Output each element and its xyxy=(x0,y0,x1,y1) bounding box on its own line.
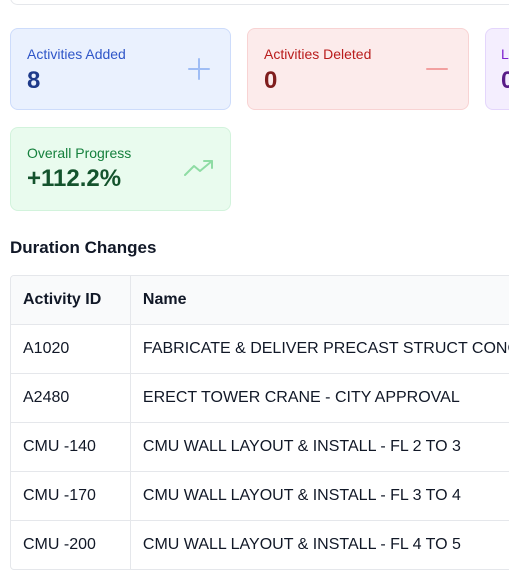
card-label: Activities Added xyxy=(27,46,126,62)
column-header-name[interactable]: Name xyxy=(130,276,509,325)
table-row[interactable]: A1020 FABRICATE & DELIVER PRECAST STRUCT… xyxy=(11,324,509,374)
card-label: L xyxy=(501,46,509,62)
activity-id-cell: CMU -170 xyxy=(11,471,131,521)
table-row[interactable]: CMU -170 CMU WALL LAYOUT & INSTALL - FL … xyxy=(11,471,509,521)
duration-changes-table: Activity ID Name A1020 FABRICATE & DELIV… xyxy=(10,275,509,570)
activity-name-cell: FABRICATE & DELIVER PRECAST STRUCT CONC xyxy=(130,324,509,374)
activity-name-cell: CMU WALL LAYOUT & INSTALL - FL 3 TO 4 xyxy=(130,471,509,521)
activity-id-cell: CMU -200 xyxy=(11,520,131,569)
activities-added-card: Activities Added 8 xyxy=(10,28,231,110)
card-value: 0 xyxy=(264,67,278,94)
activities-deleted-card: Activities Deleted 0 xyxy=(247,28,469,110)
activity-name-cell: ERECT TOWER CRANE - CITY APPROVAL xyxy=(130,373,509,423)
logic-changes-card: L 0 xyxy=(485,28,509,110)
table-row[interactable]: CMU -140 CMU WALL LAYOUT & INSTALL - FL … xyxy=(11,422,509,472)
section-title: Duration Changes xyxy=(10,238,157,257)
activity-name-cell: CMU WALL LAYOUT & INSTALL - FL 2 TO 3 xyxy=(130,422,509,472)
card-value: 0 xyxy=(501,67,509,94)
activity-id-cell: A2480 xyxy=(11,373,131,423)
overall-progress-card: Overall Progress +112.2% xyxy=(10,127,231,211)
card-label: Activities Deleted xyxy=(264,46,372,62)
table-header-row: Activity ID Name xyxy=(11,276,509,325)
card-value: 8 xyxy=(27,67,41,94)
activity-id-cell: A1020 xyxy=(11,324,131,374)
previous-panel xyxy=(10,0,509,5)
column-header-activity-id[interactable]: Activity ID xyxy=(11,276,131,325)
table-row[interactable]: CMU -200 CMU WALL LAYOUT & INSTALL - FL … xyxy=(11,520,509,569)
card-value: +112.2% xyxy=(27,165,122,192)
table-row[interactable]: A2480 ERECT TOWER CRANE - CITY APPROVAL xyxy=(11,373,509,423)
card-label: Overall Progress xyxy=(27,145,132,161)
trending-up-icon xyxy=(184,160,213,176)
plus-icon xyxy=(188,58,210,80)
activity-id-cell: CMU -140 xyxy=(11,422,131,472)
minus-icon xyxy=(426,68,448,70)
activity-name-cell: CMU WALL LAYOUT & INSTALL - FL 4 TO 5 xyxy=(142,536,461,553)
